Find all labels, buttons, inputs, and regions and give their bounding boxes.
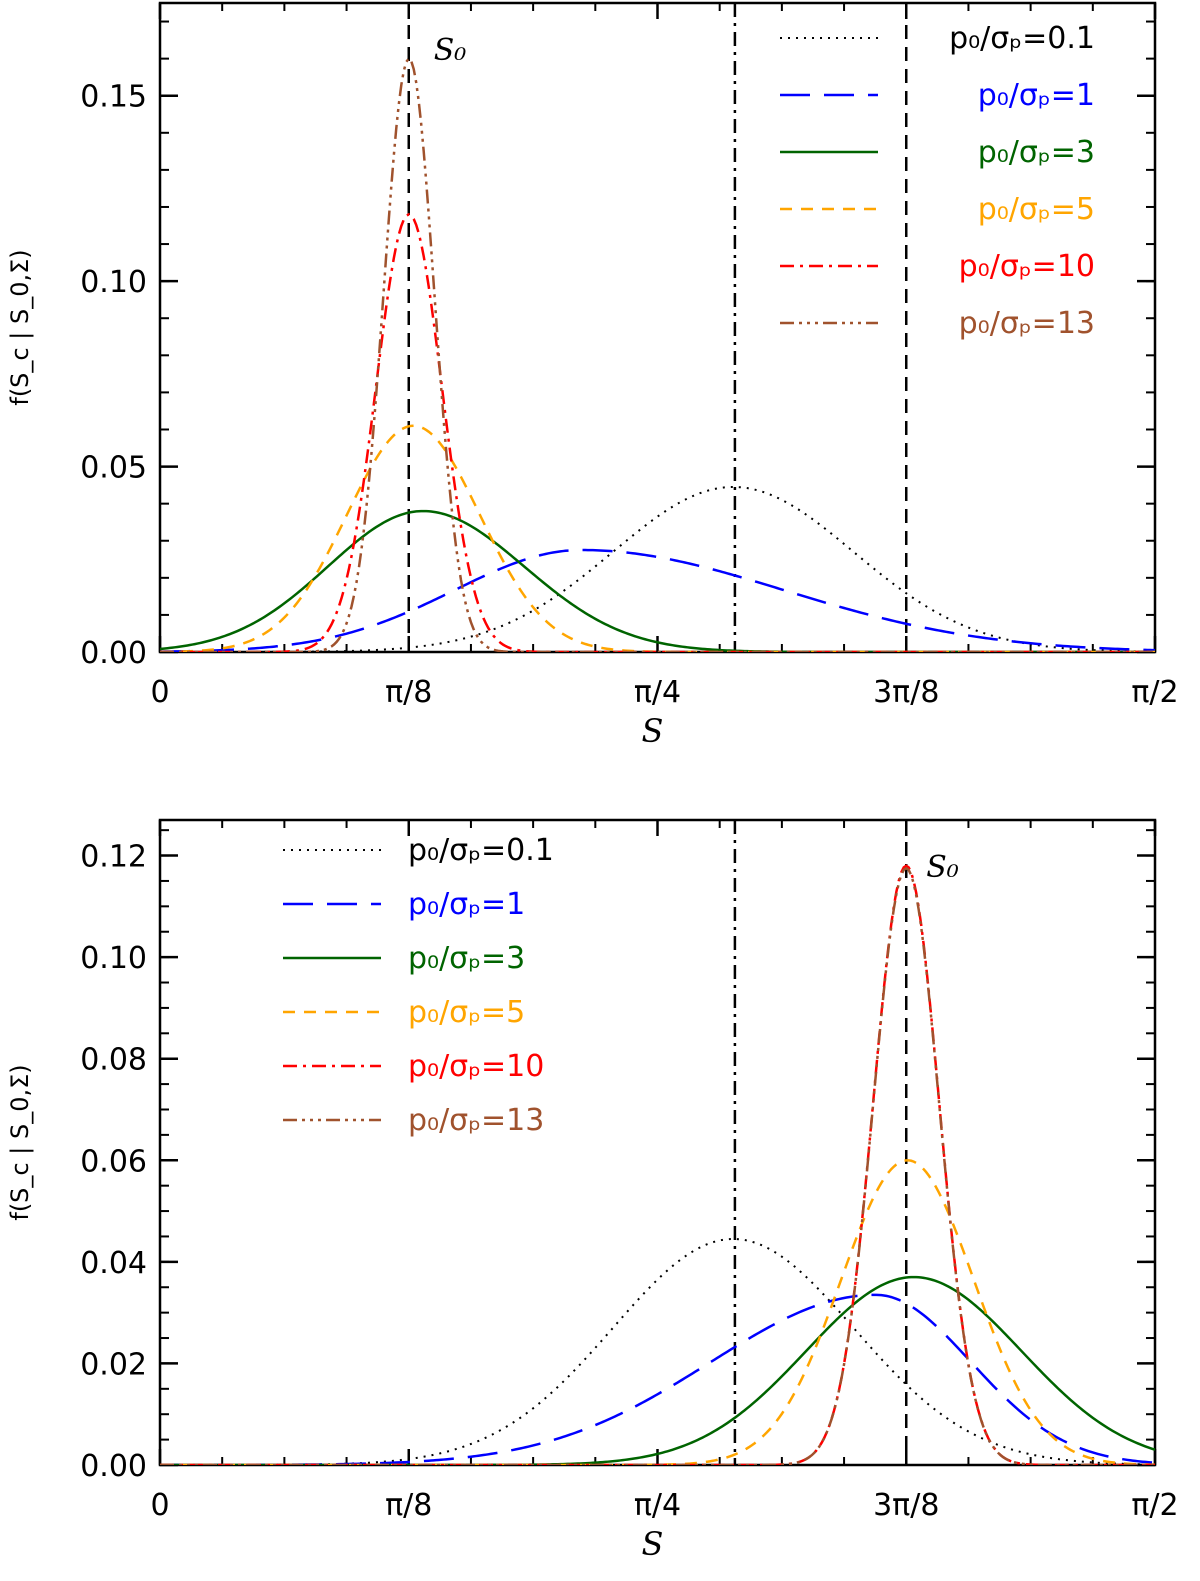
y-tick-label: 0.00: [80, 1449, 147, 1484]
y-tick-label: 0.05: [80, 451, 147, 486]
series-line-1: [160, 548, 1155, 652]
x-axis-title: S: [642, 712, 664, 750]
legend-label-4: p₀/σₚ=10: [408, 1049, 544, 1084]
y-tick-label: 0.10: [80, 941, 147, 976]
legend-label-4: p₀/σₚ=10: [959, 249, 1095, 284]
series-line-3: [160, 1159, 1155, 1465]
x-tick-label: π/2: [1131, 675, 1178, 710]
top-panel: 0 π/8 π/4 3π/8 π/2 0.00 0.05 0.10 0.15 Sf(S_c | S…: [6, 1, 1179, 750]
s0-label: S₀: [434, 33, 467, 68]
x-tick-label: 3π/8: [873, 1488, 939, 1523]
y-tick-label: 0.08: [80, 1043, 147, 1078]
y-tick-label: 0.10: [80, 265, 147, 300]
s0-label: S₀: [926, 850, 959, 885]
series-line-4: [160, 864, 1155, 1465]
y-tick-label: 0.00: [80, 636, 147, 671]
legend-label-2: p₀/σₚ=3: [408, 941, 525, 976]
y-axis-title: f(S_c | S_0,Σ): [6, 1064, 34, 1220]
legend-label-5: p₀/σₚ=13: [959, 306, 1095, 341]
y-tick-label: 0.12: [80, 840, 147, 875]
x-tick-label: π/8: [385, 675, 432, 710]
legend-label-1: p₀/σₚ=1: [408, 887, 525, 922]
legend-label-3: p₀/σₚ=5: [978, 192, 1095, 227]
legend-label-2: p₀/σₚ=3: [978, 135, 1095, 170]
legend-label-0: p₀/σₚ=0.1: [408, 833, 554, 868]
x-tick-label: π/4: [634, 1488, 681, 1523]
y-tick-label: 0.04: [80, 1246, 147, 1281]
x-tick-label: π/4: [634, 675, 681, 710]
legend-label-1: p₀/σₚ=1: [978, 78, 1095, 113]
series-line-1: [160, 1293, 1155, 1465]
series-line-0: [160, 485, 1155, 652]
series-line-0: [160, 1238, 1155, 1465]
legend-label-3: p₀/σₚ=5: [408, 995, 525, 1030]
y-tick-label: 0.06: [80, 1144, 147, 1179]
x-tick-label: π/2: [1131, 1488, 1178, 1523]
y-tick-label: 0.15: [80, 80, 147, 115]
series-line-2: [160, 1275, 1155, 1465]
y-axis-title: f(S_c | S_0,Σ): [6, 249, 34, 405]
bottom-panel: 0 π/8 π/4 3π/8 π/2 0.00 0.02 0.04 0.06 0.08 0.10 0.…: [6, 818, 1179, 1563]
x-axis-title: S: [642, 1525, 664, 1563]
series-line-5: [160, 866, 1155, 1465]
legend-label-0: p₀/σₚ=0.1: [949, 21, 1095, 56]
x-tick-label: 0: [150, 1488, 169, 1523]
legend-label-5: p₀/σₚ=13: [408, 1103, 544, 1138]
x-tick-label: π/8: [385, 1488, 432, 1523]
y-tick-label: 0.02: [80, 1347, 147, 1382]
x-tick-label: 3π/8: [873, 675, 939, 710]
series-line-3: [160, 424, 1155, 652]
plot-frame: [158, 818, 1157, 1467]
series-line-2: [160, 509, 1155, 652]
series-line-5: [160, 56, 1155, 652]
x-tick-label: 0: [150, 675, 169, 710]
